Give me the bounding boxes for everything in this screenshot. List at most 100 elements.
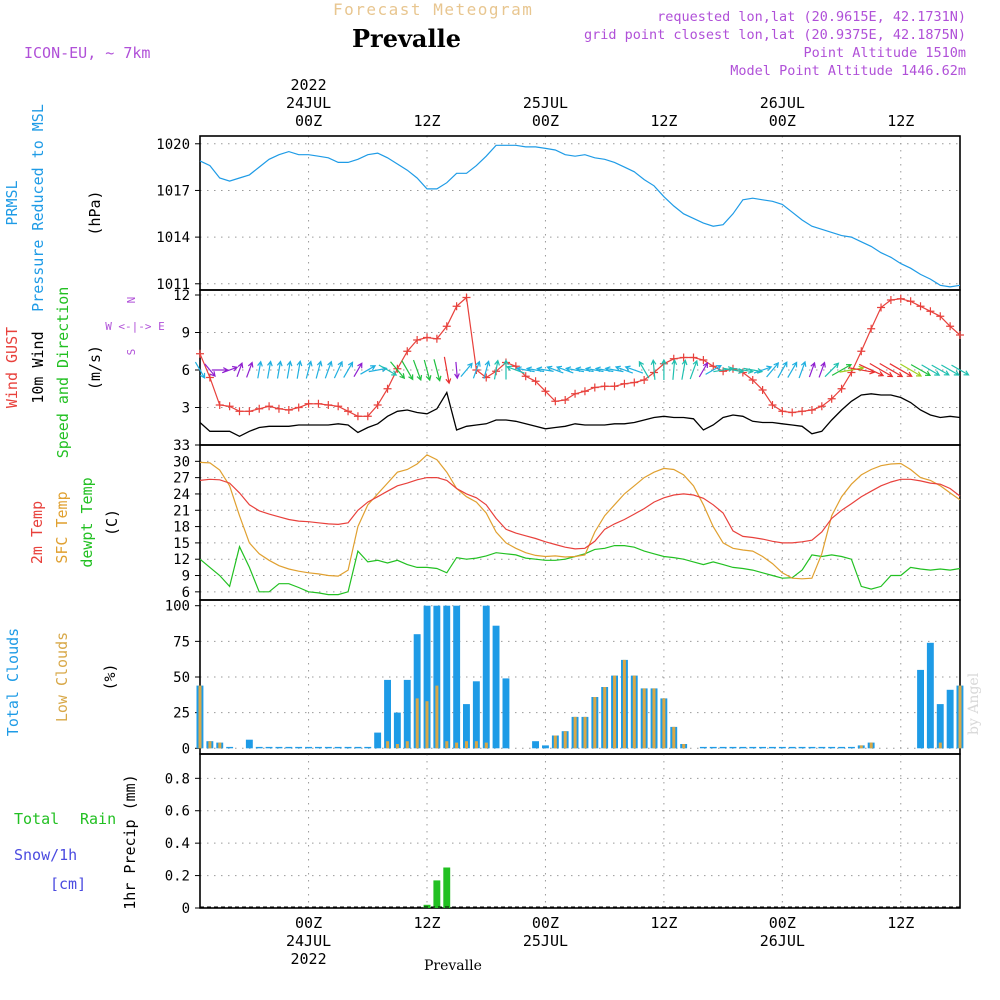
wind-arrow bbox=[505, 365, 525, 374]
top-time-label: 2022 bbox=[291, 76, 327, 94]
y-tick-label: 1011 bbox=[156, 277, 190, 293]
gust-marker bbox=[215, 401, 224, 409]
wind-arrow bbox=[515, 366, 535, 373]
wind-arrow bbox=[869, 362, 894, 378]
gust-marker bbox=[245, 407, 254, 416]
dewpt-line bbox=[199, 544, 961, 596]
bottom-time-label: 00Z bbox=[532, 914, 559, 932]
t2m-line bbox=[199, 477, 961, 550]
bottom-time-label: 26JUL bbox=[760, 932, 805, 950]
y-tick-label: 27 bbox=[173, 471, 190, 487]
low-clouds-bar bbox=[435, 685, 439, 749]
gust-marker bbox=[452, 302, 461, 311]
wind-arrow bbox=[546, 365, 564, 374]
low-clouds-bar bbox=[593, 697, 597, 749]
gust-marker bbox=[590, 383, 599, 392]
low-clouds-bar bbox=[859, 745, 863, 749]
y-tick-label: 100 bbox=[165, 599, 190, 615]
low-clouds-bar bbox=[445, 741, 449, 749]
compass-south: S bbox=[125, 349, 138, 356]
dewpt-label: dewpt Temp bbox=[78, 477, 96, 567]
gust-marker bbox=[551, 397, 560, 406]
point-altitude: Point Altitude 1510m bbox=[803, 45, 966, 61]
gust-marker bbox=[314, 399, 323, 408]
compass-west-east: W <-|-> E bbox=[105, 320, 165, 333]
total-clouds-bar bbox=[364, 746, 372, 749]
wind-arrow bbox=[624, 365, 644, 374]
total-clouds-bar bbox=[413, 634, 421, 749]
gust-marker bbox=[956, 331, 964, 339]
low-clouds-bar bbox=[583, 716, 587, 749]
gust-line bbox=[199, 296, 961, 417]
total-clouds-bar bbox=[946, 689, 954, 749]
wind-arrow bbox=[360, 365, 377, 375]
wind-arrow bbox=[333, 360, 343, 379]
gust-marker bbox=[689, 353, 698, 362]
gust-marker bbox=[600, 382, 609, 391]
wind-arrow bbox=[614, 365, 634, 374]
wind-arrow bbox=[910, 364, 932, 377]
y-tick-label: 18 bbox=[173, 520, 190, 536]
total-clouds-bar bbox=[285, 746, 293, 749]
gust-marker bbox=[274, 404, 283, 413]
low-clouds-bar bbox=[425, 701, 429, 749]
y-tick-label: 75 bbox=[173, 634, 190, 650]
temperature-unit-label: (C) bbox=[103, 509, 121, 536]
gust-marker bbox=[413, 336, 422, 344]
wind-arrow bbox=[879, 362, 904, 378]
wind-arrow bbox=[454, 361, 460, 380]
low-clouds-bar bbox=[632, 675, 636, 749]
y-tick-label: 24 bbox=[173, 487, 190, 503]
wind-arrow bbox=[555, 365, 574, 374]
total-clouds-bar bbox=[502, 678, 510, 749]
sfc-line bbox=[199, 454, 961, 580]
total-clouds-bar bbox=[334, 746, 342, 749]
total-clouds-bar bbox=[245, 739, 253, 749]
gust-marker bbox=[778, 407, 787, 416]
wind-arrow bbox=[472, 360, 481, 379]
bottom-time-label: 12Z bbox=[413, 914, 440, 932]
wind-arrow bbox=[698, 361, 709, 378]
wind10m-label: 10m Wind bbox=[29, 331, 47, 403]
low-clouds-bar bbox=[642, 688, 646, 749]
low-clouds-bar bbox=[198, 685, 202, 749]
total-clouds-bar bbox=[542, 745, 549, 749]
total-clouds-bar bbox=[729, 746, 737, 749]
panel-frame bbox=[199, 753, 961, 909]
total-clouds-bar bbox=[393, 712, 401, 749]
total-clouds-bar bbox=[354, 746, 362, 749]
bottom-time-label: 00Z bbox=[769, 914, 796, 932]
wind-arrow bbox=[236, 362, 244, 378]
gust-marker bbox=[896, 294, 905, 303]
low-clouds-bar bbox=[603, 687, 607, 749]
model-altitude: Model Point Altitude 1446.62m bbox=[730, 63, 966, 79]
top-time-label: 00Z bbox=[769, 112, 796, 130]
total-clouds-bar bbox=[838, 746, 845, 749]
total-clouds-bar bbox=[265, 746, 273, 749]
low-clouds-bar bbox=[218, 742, 222, 749]
total-clouds-bar bbox=[463, 704, 470, 749]
low-clouds-bar bbox=[958, 685, 962, 749]
gust-marker bbox=[827, 394, 836, 403]
top-time-label: 00Z bbox=[295, 112, 322, 130]
gust-marker bbox=[511, 362, 520, 371]
wind-arrow bbox=[899, 363, 923, 377]
precip-unit-label: 1hr Precip (mm) bbox=[121, 774, 139, 909]
wind-arrow bbox=[858, 363, 885, 377]
wind-arrow bbox=[204, 363, 216, 378]
gust-marker bbox=[284, 406, 293, 414]
total-clouds-bar bbox=[759, 746, 766, 749]
gust-marker bbox=[521, 372, 530, 381]
wind-arrow bbox=[564, 366, 585, 373]
low-clouds-bar bbox=[622, 659, 626, 749]
low-clouds-bar bbox=[662, 698, 666, 749]
wind-arrow bbox=[305, 360, 313, 379]
wind-arrow bbox=[536, 366, 554, 373]
total-clouds-bar bbox=[443, 605, 451, 749]
low-clouds-bar bbox=[455, 742, 459, 749]
low-clouds-bar bbox=[652, 688, 656, 749]
total-clouds-bar bbox=[917, 669, 924, 749]
wind-arrow bbox=[787, 361, 798, 378]
gust-marker bbox=[423, 333, 432, 342]
total-clouds-bar bbox=[926, 642, 934, 749]
